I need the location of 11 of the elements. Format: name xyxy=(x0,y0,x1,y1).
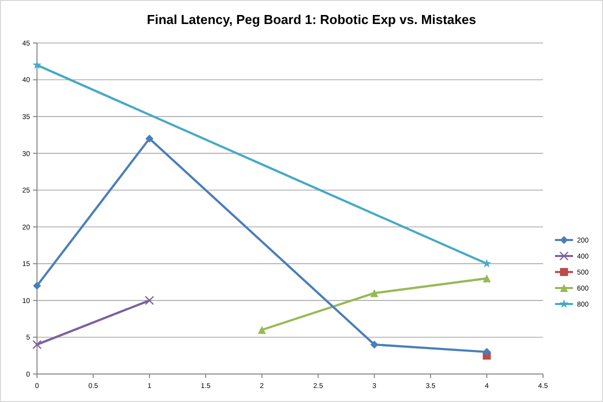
point xyxy=(32,340,42,350)
point xyxy=(482,348,491,356)
point xyxy=(144,296,154,306)
point xyxy=(482,274,491,282)
point xyxy=(32,60,42,69)
point xyxy=(370,340,378,349)
point xyxy=(370,289,378,298)
point xyxy=(258,326,266,334)
chart-title: Final Latency, Peg Board 1: Robotic Exp vs. Mistakes xyxy=(146,12,476,27)
point xyxy=(33,282,41,290)
point xyxy=(145,134,154,143)
